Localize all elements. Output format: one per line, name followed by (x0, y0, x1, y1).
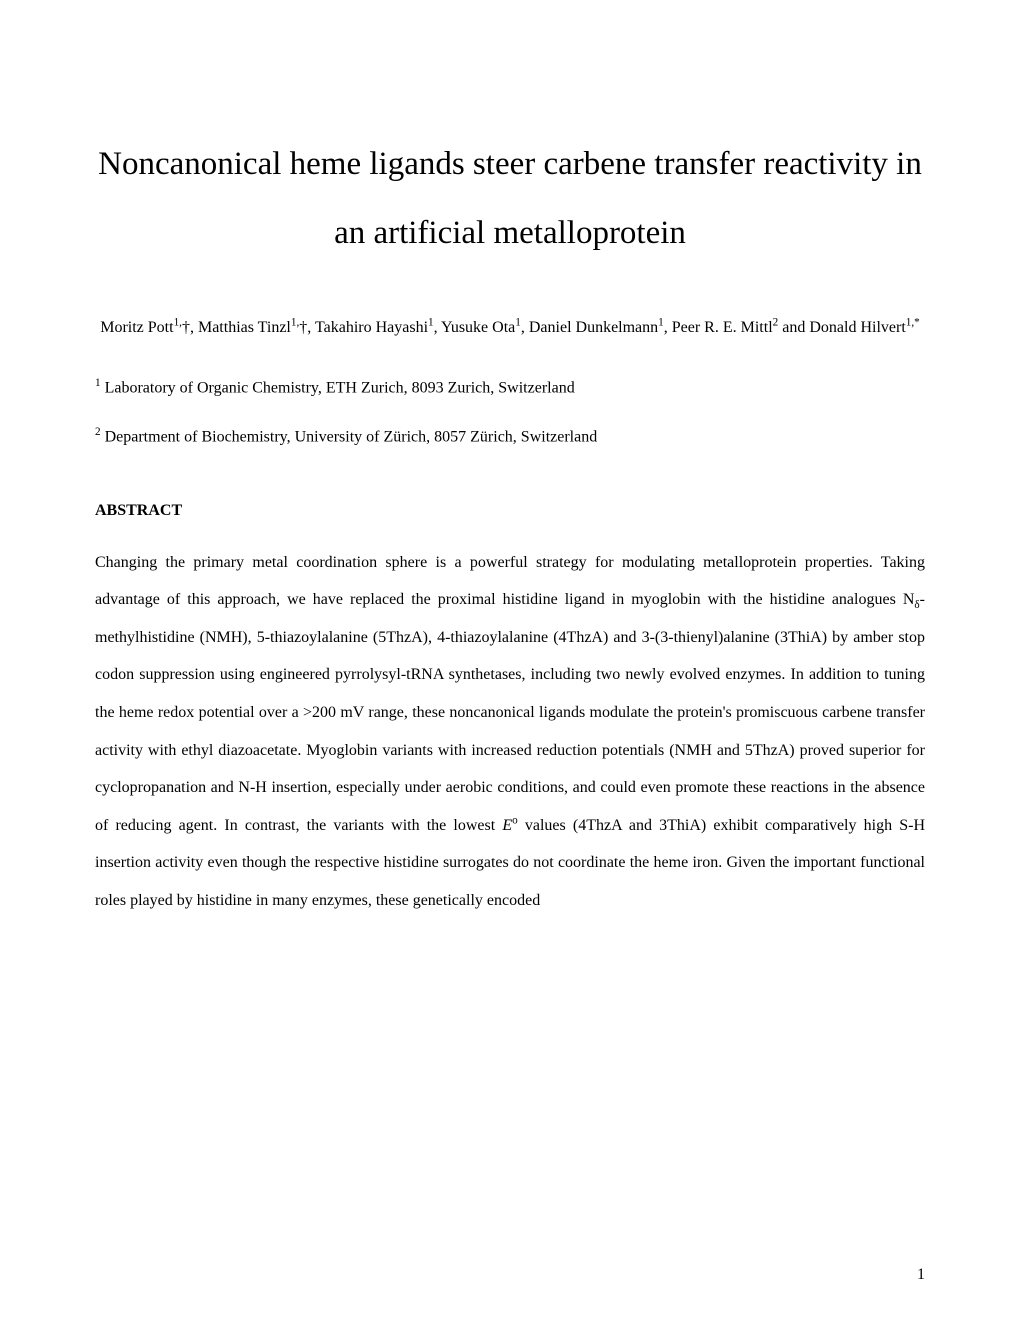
abstract-text: Changing the primary metal coordination … (95, 544, 925, 920)
abstract-heading: ABSTRACT (95, 502, 925, 520)
affiliation-2: 2 Department of Biochemistry, University… (95, 424, 925, 449)
affiliation-1: 1 Laboratory of Organic Chemistry, ETH Z… (95, 375, 925, 400)
paper-title: Noncanonical heme ligands steer carbene … (95, 130, 925, 269)
page-number: 1 (917, 1266, 925, 1284)
author-list: Moritz Pott1,†, Matthias Tinzl1,†, Takah… (95, 309, 925, 347)
